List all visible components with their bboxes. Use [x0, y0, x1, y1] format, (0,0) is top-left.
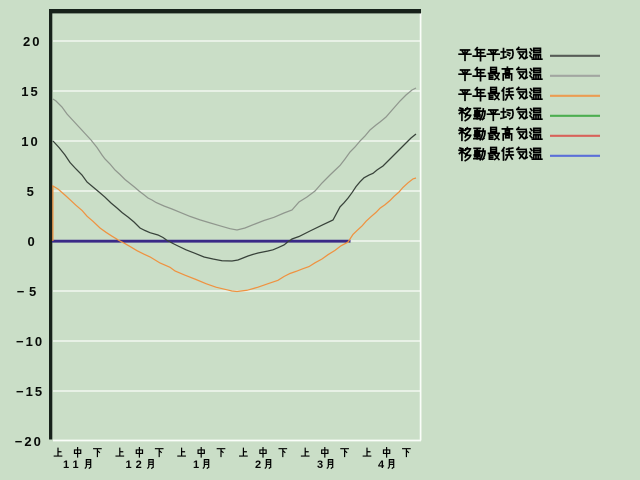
svg-text:1: 1	[193, 459, 203, 471]
svg-text:4: 4	[378, 459, 388, 471]
svg-text:12: 12	[126, 459, 146, 471]
svg-text:3: 3	[317, 459, 327, 471]
svg-text:2: 2	[255, 459, 265, 471]
svg-text:11: 11	[63, 459, 83, 471]
